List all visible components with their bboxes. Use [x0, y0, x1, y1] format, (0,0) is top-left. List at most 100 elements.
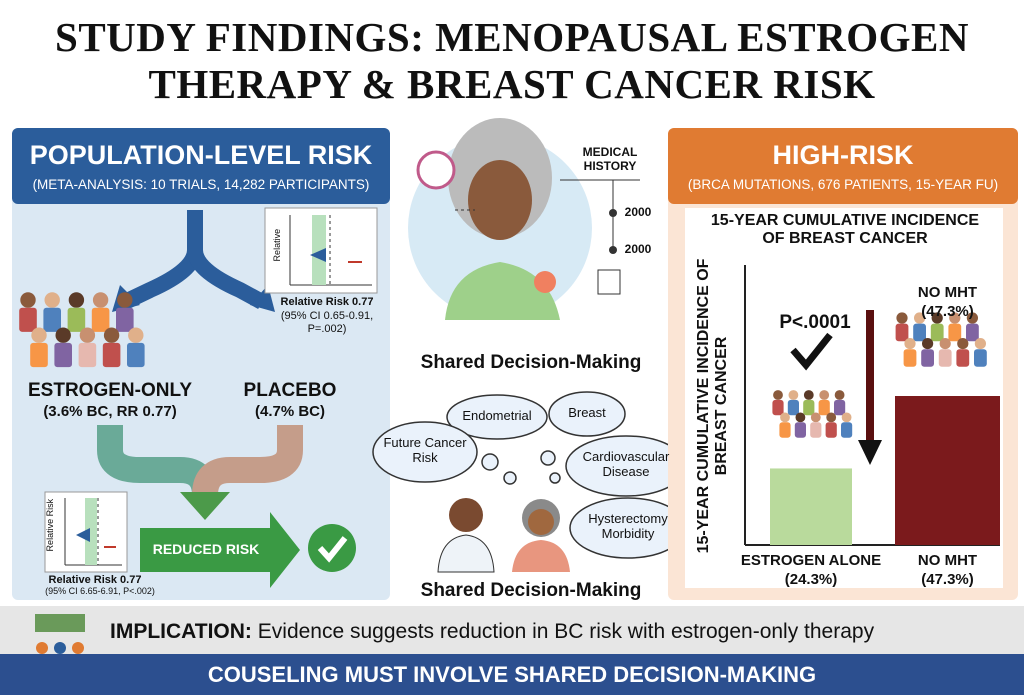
person-body	[895, 323, 909, 342]
decoration	[372, 421, 478, 483]
decoration	[540, 450, 556, 466]
y-axis-label: 15-YEAR CUMULATIVE INCIDENCE OF BREAST C…	[695, 258, 731, 554]
caption: Shared Decision-Making	[420, 352, 642, 373]
person-head	[966, 312, 979, 324]
history-date: 2000	[624, 242, 652, 256]
axis-label: Relative Risk	[44, 498, 55, 552]
person-body	[43, 307, 61, 332]
decoration	[609, 246, 617, 254]
person-head	[803, 390, 814, 400]
topic: Hysterectomy Morbidity	[588, 511, 668, 541]
implication-text: Evidence suggests reduction in BC risk w…	[257, 620, 875, 643]
decoration	[187, 249, 266, 310]
axis-label: Relative	[271, 228, 282, 262]
outcome-label: REDUCED RISK	[152, 541, 260, 557]
decoration	[437, 534, 495, 573]
decoration	[534, 271, 556, 293]
decoration	[597, 269, 621, 295]
bar	[895, 396, 1000, 545]
decoration	[528, 509, 554, 535]
person-head	[55, 327, 71, 343]
person-body	[938, 349, 952, 367]
person-head	[949, 312, 961, 324]
forest-ci: (95% CI 6.65-6.91, P<.002)	[45, 586, 155, 596]
panel-subtitle: (BRCA MUTATIONS, 676 PATIENTS, 15-YEAR F…	[687, 177, 999, 192]
decoration	[85, 498, 97, 565]
panel-title: HIGH-RISK	[772, 140, 914, 170]
group-label: PLACEBO	[243, 380, 337, 401]
person-body	[772, 399, 784, 416]
person-body	[913, 323, 926, 342]
person-head	[79, 327, 96, 343]
person-head	[819, 390, 830, 400]
decoration	[609, 209, 617, 217]
person-head	[773, 390, 783, 400]
x-tick-label: NO MHT	[917, 552, 978, 569]
person-body	[803, 399, 815, 416]
bar	[770, 468, 852, 545]
footer	[0, 606, 1024, 695]
decoration	[312, 215, 326, 285]
person-body	[818, 399, 830, 416]
annotation: P<.0001	[779, 312, 851, 333]
person-body	[54, 342, 72, 368]
forest-caption: Relative Risk 0.77	[280, 296, 374, 308]
topic: Endometrial	[462, 408, 532, 423]
person-body	[966, 323, 979, 342]
decoration	[36, 642, 48, 654]
person-body	[19, 307, 37, 332]
bar-chart	[770, 396, 1000, 545]
value-label: (47.3%)	[921, 571, 974, 588]
decoration	[0, 606, 1024, 654]
page-title: STUDY FINDINGS: MENOPAUSAL ESTROGEN THER…	[55, 14, 969, 108]
history-date: 2000	[624, 205, 652, 219]
decoration	[468, 160, 532, 240]
decoration	[446, 394, 548, 440]
person-head	[788, 390, 799, 400]
banner: COUSELING MUST INVOLVE SHARED DECISION-M…	[207, 662, 817, 687]
value-label: (24.3%)	[784, 571, 838, 588]
person-head	[922, 338, 934, 350]
decoration	[72, 642, 84, 654]
person-body	[974, 349, 987, 367]
x-tick-label: ESTROGEN ALONE	[740, 552, 882, 569]
person-body	[903, 349, 917, 367]
person-head	[914, 312, 926, 324]
person-body	[825, 422, 837, 438]
decoration	[12, 128, 390, 204]
implication: IMPLICATION: Evidence suggests reduction…	[110, 620, 1010, 644]
decoration	[140, 512, 300, 588]
person-body	[810, 422, 822, 438]
history-label: MEDICAL HISTORY	[582, 145, 638, 173]
people-icons	[19, 292, 987, 438]
group-detail: (3.6% BC, RR 0.77)	[43, 403, 177, 420]
decoration	[503, 471, 517, 485]
person-head	[92, 292, 109, 308]
chart-title: 15-YEAR CUMULATIVE INCIDENCE OF BREAST C…	[710, 212, 980, 248]
decoration	[372, 391, 687, 559]
decoration	[76, 528, 90, 542]
person-head	[896, 312, 908, 324]
person-head	[841, 412, 852, 423]
person-head	[957, 338, 969, 350]
person-body	[956, 349, 970, 367]
decoration	[668, 128, 1018, 204]
person-head	[128, 327, 144, 343]
person-body	[127, 342, 145, 368]
decoration	[308, 524, 356, 572]
decoration	[549, 472, 561, 484]
person-head	[795, 412, 806, 423]
decoration	[858, 440, 882, 465]
topic: Future Cancer Risk	[383, 435, 467, 465]
person-head	[974, 338, 987, 350]
decoration	[445, 262, 560, 320]
decoration	[416, 150, 456, 190]
center-panel	[372, 118, 687, 573]
decoration	[180, 492, 230, 520]
person-body	[102, 342, 121, 368]
panel-title: POPULATION-LEVEL RISK	[29, 140, 373, 170]
person-body	[930, 323, 944, 342]
bar-top-label: NO MHT	[917, 284, 978, 301]
person-body	[116, 307, 134, 332]
